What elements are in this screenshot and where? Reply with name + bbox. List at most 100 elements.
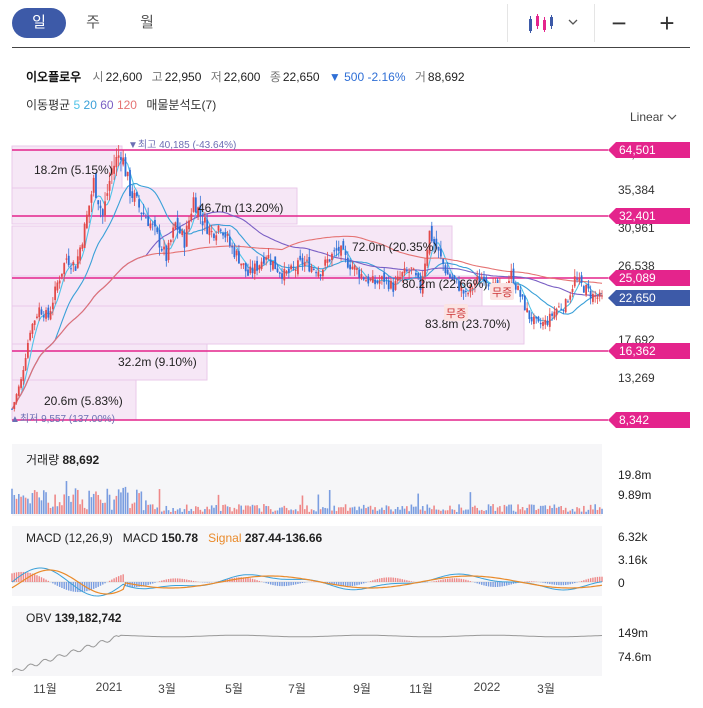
candle-body bbox=[557, 306, 560, 308]
macd-hist-bar bbox=[174, 578, 177, 582]
macd-axis-mid: 3.16k bbox=[618, 553, 648, 567]
volume-bar bbox=[369, 505, 372, 514]
candle-body bbox=[317, 271, 320, 277]
price-level-tag-4[interactable]: 16,362 bbox=[608, 343, 690, 359]
chart-toolbar: − + bbox=[507, 4, 691, 42]
candle-body bbox=[22, 369, 25, 382]
volume-bar bbox=[465, 509, 467, 514]
macd-value: 150.78 bbox=[161, 531, 199, 545]
volume-bar bbox=[160, 511, 163, 514]
price-level-tag-3[interactable]: 22,650 bbox=[608, 290, 690, 306]
macd-hist-bar bbox=[381, 577, 383, 582]
volume-bar bbox=[505, 506, 508, 514]
candle-body bbox=[344, 251, 347, 255]
tab-month[interactable]: 월 bbox=[140, 14, 154, 31]
macd-hist-bar bbox=[163, 579, 165, 582]
volume-panel-title: 거래량 88,692 bbox=[26, 451, 99, 468]
candle-body bbox=[412, 268, 415, 271]
volume-bar bbox=[558, 506, 560, 514]
candle-body bbox=[126, 171, 129, 177]
volume-bar bbox=[111, 509, 113, 514]
open-label: 시 bbox=[92, 70, 104, 84]
volume-bar bbox=[231, 511, 233, 514]
volume-chart[interactable] bbox=[0, 444, 703, 518]
volume-bar bbox=[115, 495, 118, 514]
volume-bar bbox=[455, 511, 458, 514]
obv-chart[interactable] bbox=[0, 606, 703, 678]
candle-body bbox=[573, 276, 576, 287]
volume-bar bbox=[95, 491, 97, 514]
candle-body bbox=[519, 289, 522, 297]
candle-body bbox=[396, 276, 399, 281]
macd-hist-bar bbox=[254, 579, 256, 582]
candle-body bbox=[49, 311, 52, 320]
tab-day[interactable]: 일 bbox=[12, 8, 66, 38]
candle-body bbox=[392, 282, 395, 292]
volume-bar bbox=[319, 509, 322, 514]
candle-body bbox=[476, 276, 479, 281]
macd-hist-bar bbox=[147, 582, 149, 585]
macd-hist-bar bbox=[567, 582, 569, 585]
candle-body bbox=[321, 269, 324, 277]
volume-bar bbox=[337, 507, 340, 514]
candle-body bbox=[149, 223, 152, 229]
macd-hist-bar bbox=[410, 581, 413, 582]
free-issue-marker-1[interactable]: 무증 bbox=[444, 304, 468, 321]
candle-body bbox=[340, 245, 342, 256]
volume-profile-label[interactable]: 매물분석도(7) bbox=[146, 98, 217, 112]
volume-bar bbox=[510, 504, 513, 514]
price-level-value-3: 22,650 bbox=[619, 291, 656, 305]
chart-type-button[interactable] bbox=[507, 4, 595, 42]
volume-bar bbox=[299, 504, 301, 514]
macd-hist-bar bbox=[510, 582, 512, 585]
zoom-out-button[interactable]: − bbox=[611, 7, 627, 38]
candle-body bbox=[539, 322, 542, 325]
candle-body bbox=[79, 247, 81, 261]
volume-bar bbox=[487, 504, 490, 514]
candle-body bbox=[269, 259, 272, 266]
tab-week[interactable]: 주 bbox=[86, 14, 100, 31]
ma-label[interactable]: 이동평균 bbox=[26, 98, 71, 112]
macd-hist-bar bbox=[558, 582, 560, 586]
volume-bar bbox=[480, 509, 483, 514]
price-level-tag-0[interactable]: 64,501 bbox=[608, 142, 690, 158]
candle-body bbox=[360, 274, 363, 278]
macd-hist-bar bbox=[127, 582, 129, 587]
price-axis-tick-1: 35,384 bbox=[618, 183, 655, 197]
volume-bar bbox=[412, 506, 415, 514]
volume-bar bbox=[576, 507, 578, 514]
macd-hist-bar bbox=[589, 578, 592, 582]
volume-bar bbox=[469, 492, 472, 514]
volume-bar bbox=[315, 511, 317, 514]
candle-body bbox=[33, 320, 36, 325]
volume-bar bbox=[440, 510, 442, 514]
macd-hist-bar bbox=[592, 577, 594, 582]
zoom-in-button[interactable]: + bbox=[659, 7, 675, 38]
volume-profile-labels: 18.2m (5.15%) 46.7m (13.20%) 72.0m (20.35%… bbox=[34, 163, 510, 408]
free-issue-marker-2[interactable]: 무증 bbox=[490, 283, 514, 300]
macd-hist-bar bbox=[188, 579, 190, 582]
price-level-tag-1[interactable]: 32,401 bbox=[608, 208, 690, 224]
scale-select[interactable]: Linear bbox=[630, 110, 677, 124]
macd-hist-bar bbox=[102, 582, 104, 585]
ma-120: 120 bbox=[116, 98, 137, 112]
volume-bar bbox=[254, 505, 256, 514]
candle-body bbox=[231, 246, 234, 248]
volume-bar bbox=[560, 506, 562, 514]
candle-body bbox=[446, 269, 449, 275]
volume-bar bbox=[197, 506, 199, 514]
macd-hist-bar bbox=[340, 582, 342, 586]
macd-chart[interactable] bbox=[0, 526, 703, 598]
volume-bar bbox=[362, 504, 365, 514]
macd-hist-bar bbox=[458, 578, 460, 582]
price-level-tag-5[interactable]: 8,342 bbox=[608, 412, 690, 428]
price-level-tag-2[interactable]: 25,089 bbox=[608, 270, 690, 286]
candle-body bbox=[553, 311, 556, 319]
signal-line bbox=[11, 569, 603, 595]
ma-60: 60 bbox=[100, 98, 114, 112]
macd-hist-bar bbox=[251, 578, 254, 582]
macd-hist-bar bbox=[555, 582, 558, 586]
candle-body bbox=[290, 265, 293, 270]
price-level-lines bbox=[12, 149, 608, 421]
